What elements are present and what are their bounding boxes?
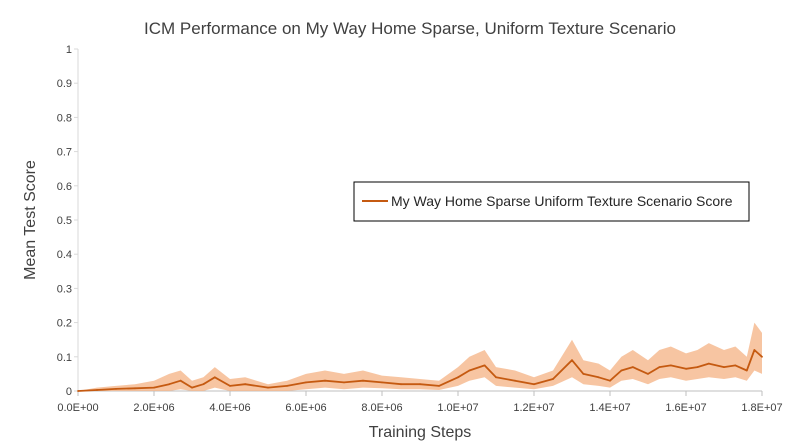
data-point (202, 383, 205, 386)
data-point (533, 383, 535, 386)
x-tick-label: 1.8E+07 (741, 402, 782, 414)
x-tick-label: 8.0E+06 (361, 402, 402, 414)
data-point (457, 376, 459, 379)
x-tick-label: 1.0E+07 (437, 402, 478, 414)
y-tick-label: 0.2 (57, 318, 72, 330)
data-point (77, 390, 79, 392)
data-point (400, 383, 402, 386)
y-axis-title: Mean Test Score (22, 160, 39, 280)
data-point (631, 366, 634, 368)
data-point (213, 376, 216, 379)
data-point (267, 386, 269, 389)
series-layer (77, 322, 763, 392)
data-point (286, 385, 288, 387)
series-line (77, 349, 763, 392)
x-tick-label: 4.0E+06 (209, 402, 250, 414)
y-tick-label: 0 (66, 386, 72, 398)
data-point (419, 383, 421, 386)
x-tick-label: 6.0E+06 (285, 402, 326, 414)
data-point (324, 379, 326, 382)
y-tick-label: 0.9 (57, 78, 72, 90)
data-point (229, 385, 231, 387)
legend-label: My Way Home Sparse Uniform Texture Scena… (391, 193, 733, 209)
data-point (658, 366, 661, 368)
legend: My Way Home Sparse Uniform Texture Scena… (353, 181, 750, 222)
data-point (134, 387, 136, 390)
y-tick-label: 0.3 (57, 283, 72, 295)
x-axis: 0.0E+00 2.0E+06 4.0E+06 6.0E+06 8.0E+06 1.0E+… (57, 390, 783, 414)
data-point (734, 364, 737, 367)
data-point (179, 379, 182, 382)
y-tick-label: 0.1 (57, 352, 72, 364)
data-point (514, 379, 516, 382)
data-point (597, 376, 600, 379)
data-point (483, 364, 486, 367)
data-point (753, 349, 756, 351)
data-point (191, 386, 193, 389)
data-point (115, 388, 117, 390)
data-point (609, 379, 611, 382)
data-point (244, 383, 247, 386)
x-tick-label: 1.6E+07 (665, 402, 706, 414)
data-point (582, 373, 585, 375)
y-tick-label: 1 (66, 44, 72, 56)
data-point (495, 376, 497, 379)
data-point (438, 385, 440, 387)
y-tick-label: 0.8 (57, 112, 72, 124)
data-point (685, 367, 687, 370)
data-point (647, 373, 649, 375)
y-axis: 0 0.1 0.2 0.3 0.4 0.5 0.6 0.7 0.8 0.9 1 (57, 44, 79, 398)
data-point (620, 369, 623, 372)
data-point (168, 383, 171, 386)
data-point (707, 362, 710, 365)
data-point (153, 386, 155, 389)
data-point (552, 378, 554, 380)
y-tick-label: 0.6 (57, 181, 72, 193)
chart-title: ICM Performance on My Way Home Sparse, U… (144, 19, 676, 38)
series-confidence-band (78, 322, 762, 391)
x-tick-label: 1.2E+07 (513, 402, 554, 414)
data-point (343, 381, 345, 384)
data-point (761, 355, 763, 358)
data-point (362, 379, 364, 382)
data-point (745, 369, 748, 372)
x-tick-label: 1.4E+07 (589, 402, 630, 414)
data-point (696, 366, 699, 368)
x-tick-label: 0.0E+00 (57, 402, 98, 414)
y-tick-label: 0.4 (57, 249, 72, 261)
x-axis-title: Training Steps (369, 424, 472, 441)
data-point (723, 366, 725, 368)
x-tick-label: 2.0E+06 (133, 402, 174, 414)
data-point (468, 369, 471, 372)
data-point (305, 381, 307, 384)
data-point (96, 389, 98, 391)
legend-box (353, 181, 750, 222)
data-point (571, 359, 573, 362)
data-point (381, 381, 383, 384)
data-point (669, 364, 672, 367)
y-tick-label: 0.5 (57, 215, 72, 227)
y-tick-label: 0.7 (57, 147, 72, 159)
